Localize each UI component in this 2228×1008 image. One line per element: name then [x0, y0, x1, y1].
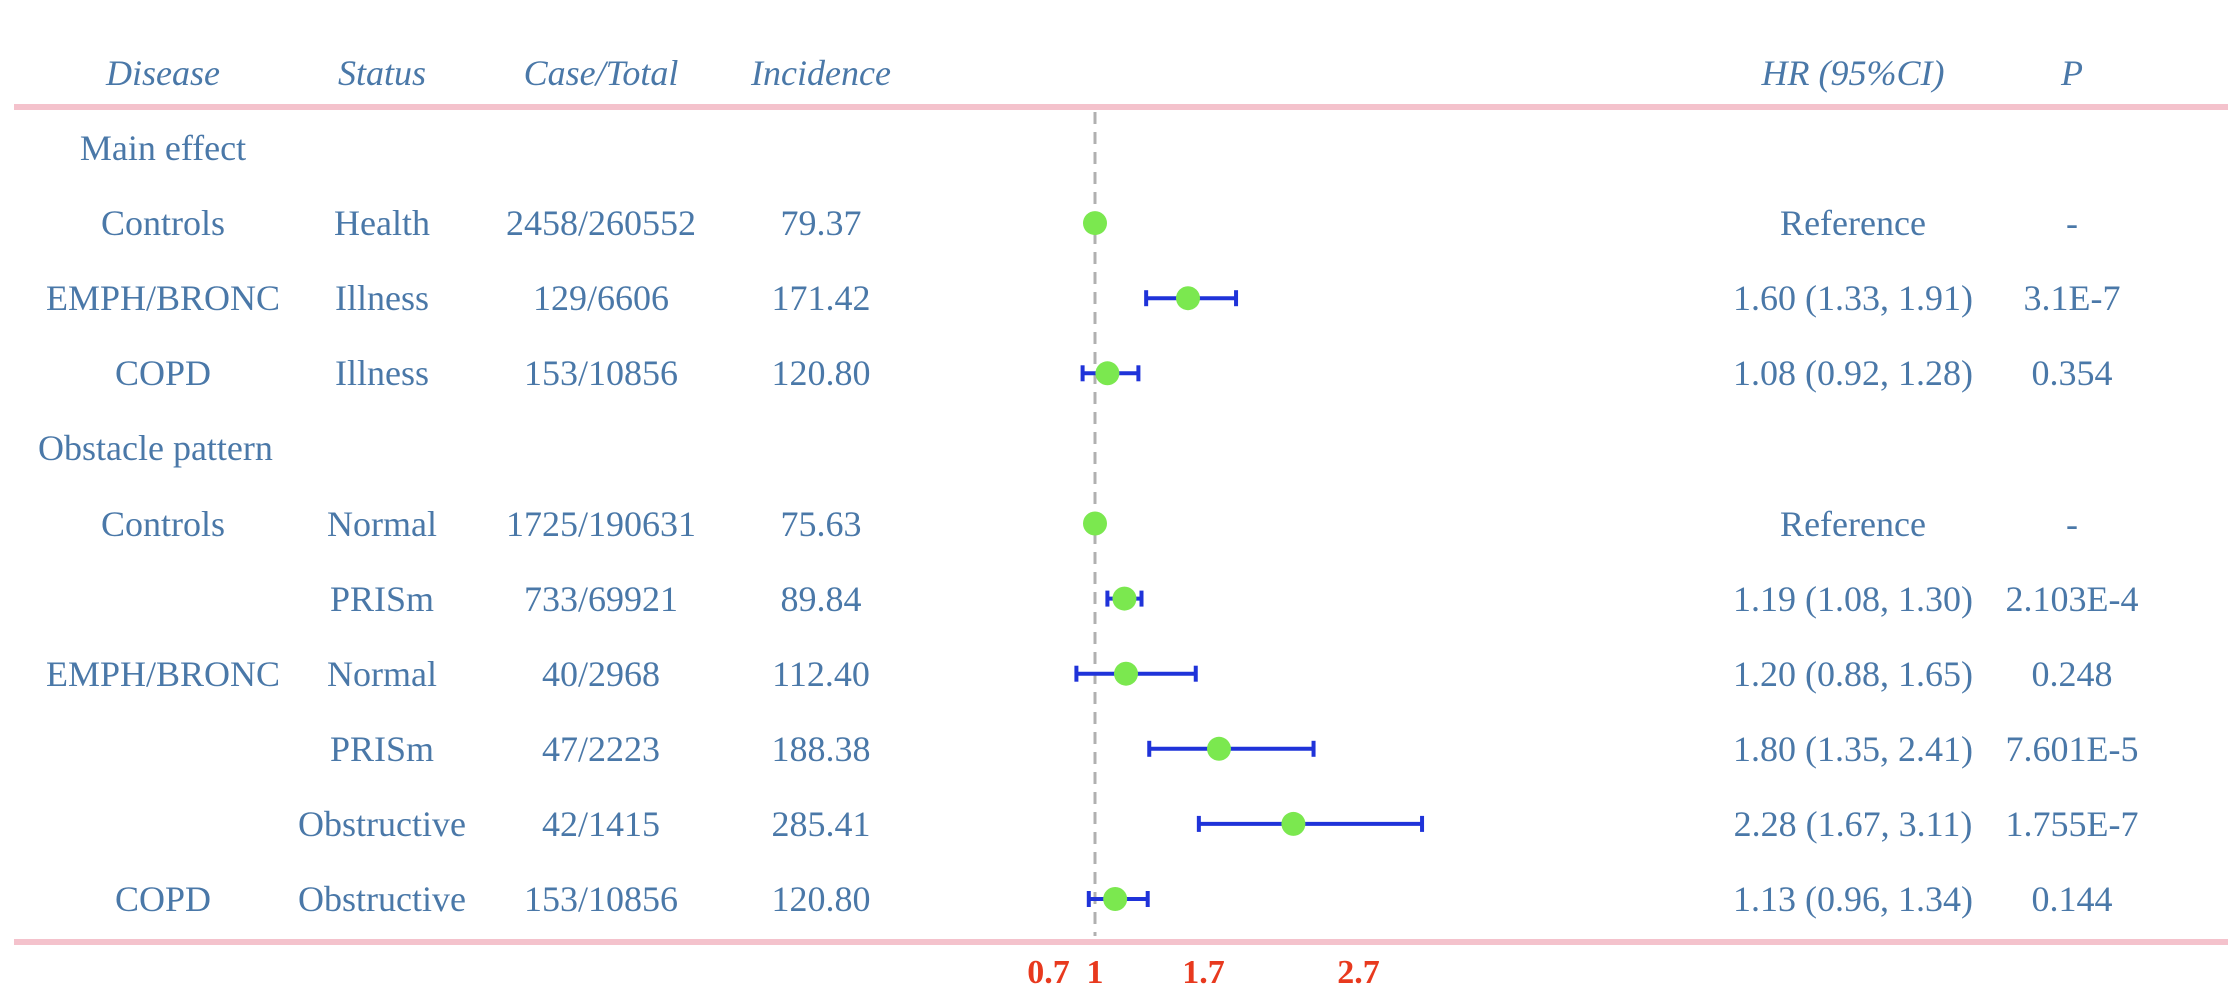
hr-point: [1176, 286, 1200, 310]
hr-point: [1083, 211, 1107, 235]
x-tick-label: 0.7: [1027, 954, 1070, 992]
hr-point: [1207, 737, 1231, 761]
x-tick-label: 1.7: [1182, 954, 1225, 992]
hr-point: [1095, 361, 1119, 385]
x-tick-label: 2.7: [1337, 954, 1380, 992]
hr-point: [1083, 512, 1107, 536]
hr-point: [1281, 812, 1305, 836]
hr-point: [1114, 662, 1138, 686]
x-tick-label: 1: [1087, 954, 1104, 992]
hr-point: [1103, 887, 1127, 911]
hr-point: [1112, 587, 1136, 611]
